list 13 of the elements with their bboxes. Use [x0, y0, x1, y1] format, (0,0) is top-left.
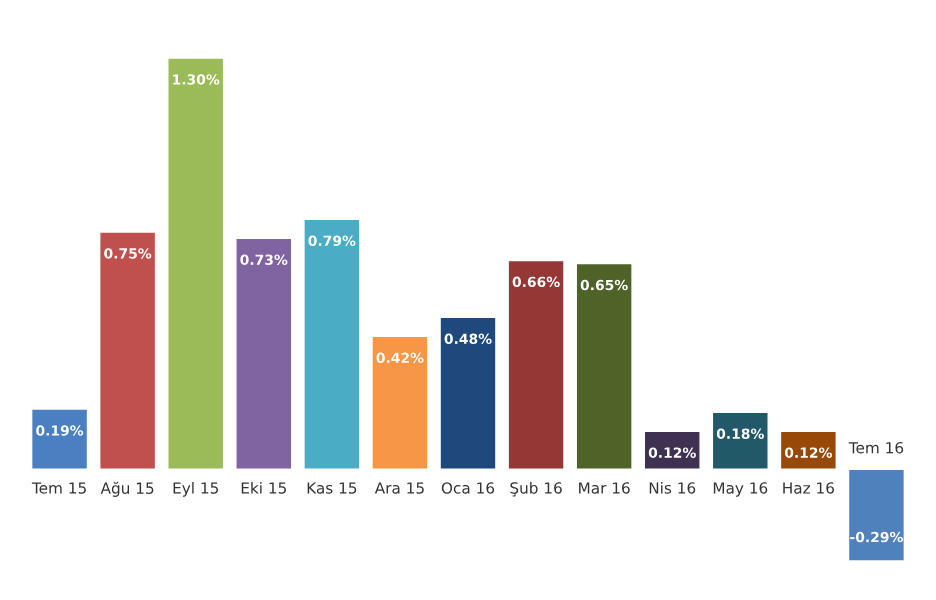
bar — [303, 218, 361, 470]
bar — [711, 411, 769, 470]
bar — [779, 430, 837, 470]
bar — [507, 259, 565, 470]
bar — [847, 468, 906, 562]
bar — [643, 430, 701, 470]
bar — [439, 316, 497, 470]
bar — [235, 237, 293, 470]
bar — [30, 408, 89, 470]
bar — [575, 262, 633, 470]
bar — [167, 57, 225, 470]
bar — [371, 335, 429, 470]
bar — [99, 231, 157, 470]
